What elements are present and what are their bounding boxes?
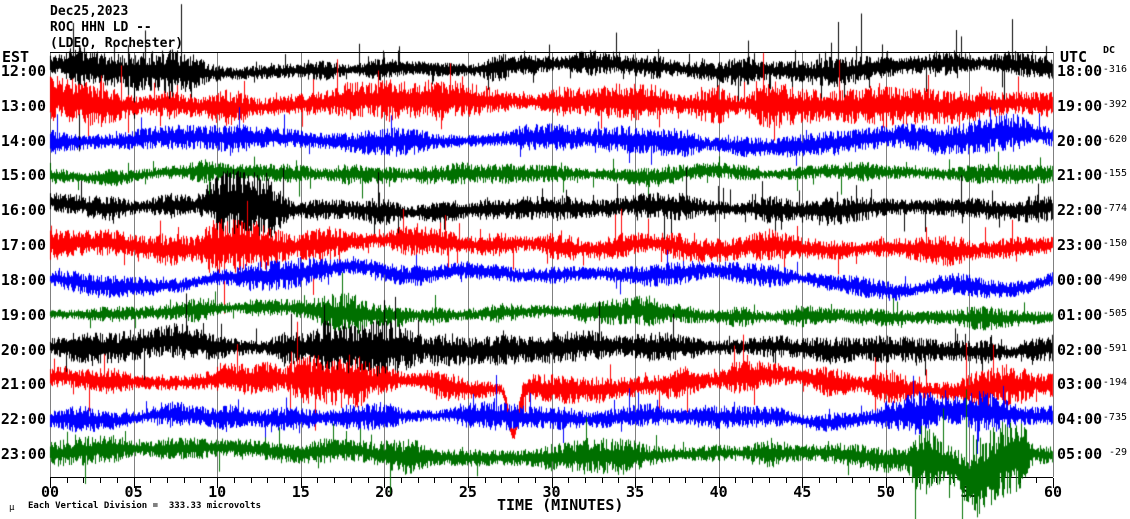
scale-note: Each Vertical Division = 333.33 microvol… [28, 501, 261, 511]
dc-value-9: -194 [1102, 377, 1127, 389]
dc-value-10: -735 [1102, 412, 1127, 424]
est-hour-label-5: 17:00 [0, 236, 46, 255]
est-hour-label-9: 21:00 [0, 375, 46, 394]
dc-value-6: -490 [1102, 272, 1127, 284]
utc-hour-label-5: 23:00 [1057, 236, 1103, 255]
est-hour-label-2: 14:00 [0, 131, 46, 150]
dc-value-5: -150 [1102, 238, 1127, 250]
utc-hour-label-10: 04:00 [1057, 410, 1103, 429]
est-hour-label-0: 12:00 [0, 62, 46, 80]
est-hour-label-8: 20:00 [0, 340, 46, 359]
x-axis-title: TIME (MINUTES) [497, 496, 624, 514]
utc-hour-label-9: 03:00 [1057, 375, 1103, 394]
dc-value-8: -591 [1102, 342, 1127, 354]
utc-hour-label-1: 19:00 [1057, 96, 1103, 115]
est-hour-label-4: 16:00 [0, 201, 46, 220]
utc-hour-label-6: 00:00 [1057, 270, 1103, 289]
dc-value-7: -505 [1102, 307, 1127, 319]
utc-hour-label-7: 01:00 [1057, 305, 1103, 324]
est-hour-label-11: 23:00 [0, 445, 46, 463]
est-hour-label-7: 19:00 [0, 305, 46, 324]
est-hour-label-10: 22:00 [0, 410, 46, 429]
utc-hour-label-11: 05:00 [1057, 445, 1103, 463]
dc-value-1: -392 [1102, 98, 1127, 110]
utc-hour-label-8: 02:00 [1057, 340, 1103, 359]
est-hour-label-3: 15:00 [0, 166, 46, 185]
dc-value-3: -155 [1102, 168, 1127, 180]
utc-hour-label-4: 22:00 [1057, 201, 1103, 220]
dc-value-0: -316 [1102, 64, 1127, 75]
dc-value-2: -620 [1102, 133, 1127, 145]
dc-value-4: -774 [1102, 203, 1127, 215]
utc-hour-label-0: 18:00 [1057, 62, 1103, 80]
utc-hour-label-3: 21:00 [1057, 166, 1103, 185]
utc-hour-label-2: 20:00 [1057, 131, 1103, 150]
est-hour-label-1: 13:00 [0, 96, 46, 115]
dc-value-11: -29 [1108, 447, 1127, 458]
est-hour-label-6: 18:00 [0, 270, 46, 289]
mu-glyph: μ [9, 503, 15, 513]
